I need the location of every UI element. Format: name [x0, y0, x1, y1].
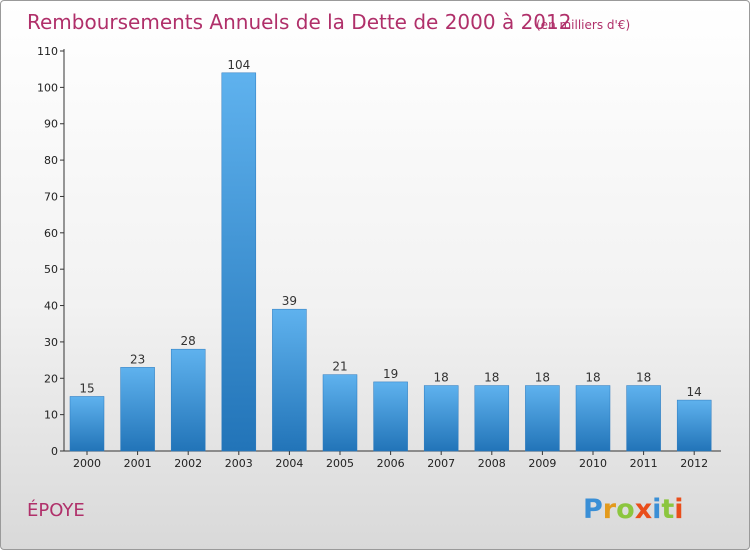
- x-tick-label: 2012: [680, 457, 708, 470]
- bar: [272, 308, 307, 452]
- x-tick-label: 2010: [579, 457, 607, 470]
- bar: [69, 396, 105, 452]
- bar-value-label: 18: [636, 371, 651, 385]
- bar-value-label: 14: [687, 385, 702, 399]
- bar-value-label: 18: [585, 371, 600, 385]
- chart-subtitle: (en milliers d'€): [536, 18, 630, 32]
- y-tick-label: 10: [44, 409, 58, 422]
- bar-value-label: 18: [434, 371, 449, 385]
- x-tick-label: 2001: [124, 457, 152, 470]
- y-tick-label: 40: [44, 300, 58, 313]
- logo-letter: o: [616, 494, 635, 525]
- proxiti-logo: Proxiti: [583, 494, 684, 525]
- bar: [322, 374, 358, 452]
- bar: [423, 385, 459, 452]
- y-tick-label: 50: [44, 263, 58, 276]
- bar-value-label: 23: [130, 352, 145, 366]
- bar: [575, 385, 611, 452]
- y-tick-label: 60: [44, 227, 58, 240]
- x-tick-label: 2004: [275, 457, 303, 470]
- y-tick-label: 110: [37, 45, 58, 58]
- bar-value-label: 21: [332, 360, 347, 374]
- bar-value-label: 28: [181, 334, 196, 348]
- y-tick-label: 30: [44, 336, 58, 349]
- bar-value-label: 15: [79, 381, 94, 395]
- bar: [170, 348, 206, 452]
- logo-letter: r: [603, 494, 617, 525]
- bar: [120, 367, 155, 452]
- bar-value-label: 18: [484, 371, 499, 385]
- x-tick-label: 2000: [73, 457, 101, 470]
- bar-value-label: 19: [383, 367, 398, 381]
- x-tick-label: 2011: [630, 457, 658, 470]
- bar: [474, 385, 510, 452]
- bar-value-label: 39: [282, 294, 297, 308]
- bar: [373, 381, 408, 452]
- bar: [221, 72, 257, 452]
- y-tick-label: 100: [37, 81, 58, 94]
- logo-letter: i: [652, 494, 661, 525]
- logo-letter: i: [674, 494, 683, 525]
- logo-letter: x: [635, 494, 652, 525]
- x-tick-label: 2006: [377, 457, 405, 470]
- axes: 0 10 20 30 40 50 60 70 80 90 100 110 2000 2001 2002 200…: [37, 45, 721, 470]
- y-tick-label: 20: [44, 372, 58, 385]
- x-tick-label: 2002: [174, 457, 202, 470]
- bar: [676, 399, 712, 452]
- x-tick-label: 2005: [326, 457, 354, 470]
- logo-letter: t: [661, 494, 674, 525]
- bar: [525, 385, 560, 452]
- x-tick-label: 2007: [427, 457, 455, 470]
- y-tick-label: 0: [51, 445, 58, 458]
- bars: 15 23 28 104 39 21 19 18 18 18 18 18 14: [69, 58, 712, 452]
- y-tick-label: 90: [44, 118, 58, 131]
- bar: [626, 385, 661, 452]
- bar-value-label: 18: [535, 371, 550, 385]
- y-tick-label: 70: [44, 190, 58, 203]
- bar-value-label: 104: [227, 58, 250, 72]
- logo-letter: P: [583, 494, 603, 525]
- commune-name: ÉPOYE: [27, 499, 85, 521]
- x-tick-label: 2008: [478, 457, 506, 470]
- x-tick-label: 2009: [528, 457, 556, 470]
- y-tick-label: 80: [44, 154, 58, 167]
- chart-title: Remboursements Annuels de la Dette de 20…: [27, 10, 571, 34]
- x-tick-label: 2003: [225, 457, 253, 470]
